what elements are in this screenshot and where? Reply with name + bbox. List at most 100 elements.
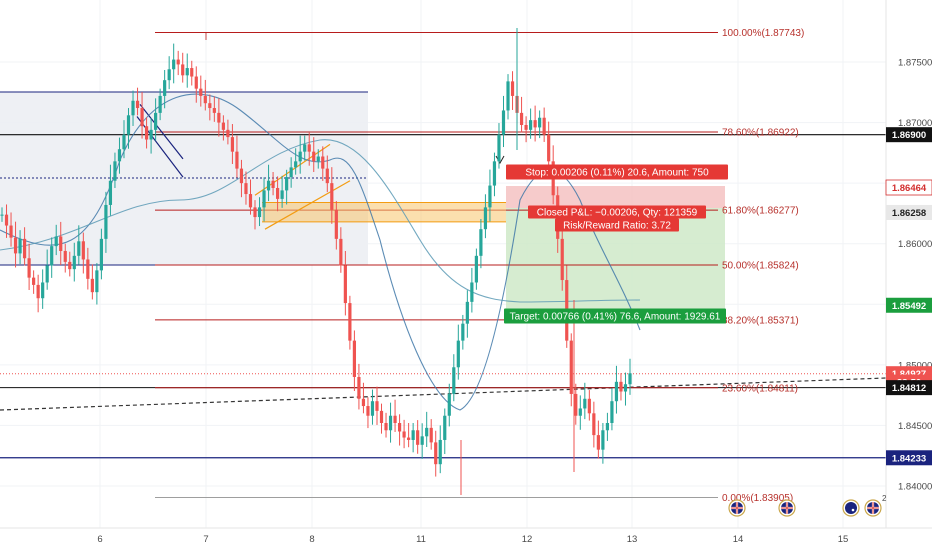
candle-body: [619, 381, 623, 392]
candle: [140, 92, 144, 139]
candle: [275, 176, 280, 212]
fib-level[interactable]: 0.00%(1.83905): [155, 493, 793, 504]
candle-body: [474, 255, 478, 283]
economic-events[interactable]: 2: [728, 494, 887, 517]
stop-label-bg: [506, 164, 728, 180]
price-tick-label: 1.85000: [898, 360, 932, 371]
flag-line-upper[interactable]: [139, 104, 184, 160]
candle: [352, 330, 357, 392]
fib-level[interactable]: 100.00%(1.87743): [155, 28, 804, 39]
candle-body: [208, 103, 212, 109]
candle: [610, 388, 614, 431]
position-labels[interactable]: Stop: 0.00206 (0.11%) 20.6, Amount: 750 C…: [504, 164, 728, 324]
candle: [113, 152, 117, 188]
candle: [443, 408, 447, 455]
flag-line-lower[interactable]: [136, 116, 184, 178]
price-tag: 1.84233: [886, 450, 932, 466]
candle-body: [330, 183, 334, 210]
candle: [538, 110, 542, 139]
dashed-trendline: [0, 377, 887, 411]
candle-body: [59, 236, 63, 251]
stop-zone[interactable]: [506, 186, 725, 208]
time-axis[interactable]: 6 7 8 11 12 13 14 15: [97, 534, 848, 545]
candle: [285, 169, 289, 205]
candle-body: [456, 340, 460, 368]
candle-body: [307, 144, 311, 152]
channel-line-lower[interactable]: [264, 180, 351, 230]
uk-flag-icon[interactable]: 2: [864, 494, 887, 517]
candle-body: [212, 108, 216, 113]
uk-flag-icon[interactable]: [728, 499, 746, 517]
orange-zone[interactable]: [262, 202, 506, 222]
candle: [230, 124, 235, 165]
candle-body: [506, 81, 510, 111]
price-tag-label: 1.86900: [892, 130, 926, 141]
fibonacci-retracement[interactable]: 100.00%(1.87743) 78.60%(1.86922) 61.80%(1.…: [155, 28, 804, 504]
candle-body: [239, 168, 244, 184]
candle: [533, 105, 537, 142]
australia-flag-icon[interactable]: [842, 499, 860, 517]
candle-body: [384, 423, 388, 431]
candle-body: [388, 415, 393, 431]
candle-body: [497, 134, 501, 162]
candle-body: [154, 112, 158, 130]
candle-body: [131, 100, 135, 116]
candle: [190, 60, 194, 86]
risk-reward-label-bg: [555, 218, 679, 232]
candle: [226, 119, 230, 145]
candle-body: [596, 435, 600, 450]
candle: [63, 243, 67, 273]
time-tick-label: 14: [733, 534, 744, 545]
fib-level-label: 38.20%(1.85371): [722, 315, 799, 326]
candle: [135, 87, 140, 116]
candle-body: [253, 207, 257, 218]
price-tag-label: 1.84233: [892, 453, 926, 464]
candle: [22, 227, 27, 266]
uk-flag-icon[interactable]: [778, 499, 796, 517]
candle-body: [316, 156, 320, 162]
candle-body: [438, 439, 442, 465]
fib-level[interactable]: 50.00%(1.85824): [155, 261, 799, 272]
candle: [99, 228, 103, 280]
fib-level[interactable]: 78.60%(1.86922): [155, 128, 799, 139]
candle-body: [397, 423, 402, 432]
target-label[interactable]: Target: 0.00766 (0.41%) 76.6, Amount: 19…: [504, 308, 726, 324]
price-tick-label: 1.86000: [898, 239, 932, 250]
candle: [483, 194, 488, 239]
candle-body: [569, 340, 573, 394]
candle-body: [370, 401, 375, 416]
candle: [393, 399, 397, 432]
candle: [529, 108, 533, 139]
candle-body: [375, 401, 379, 411]
candle-body: [172, 59, 176, 70]
candle-body: [501, 110, 506, 135]
candle-body: [289, 167, 293, 178]
risk-reward-label[interactable]: Risk/Reward Ratio: 3.72: [555, 218, 679, 232]
candle: [325, 155, 329, 193]
candle-body: [321, 156, 325, 169]
time-tick-label: 8: [309, 534, 314, 545]
candle: [501, 95, 506, 148]
price-tag-label: 1.86258: [892, 208, 926, 219]
price-axis[interactable]: 1.875001.870001.865001.860001.855001.850…: [898, 58, 932, 493]
stop-label[interactable]: Stop: 0.00206 (0.11%) 20.6, Amount: 750: [506, 164, 728, 180]
candle: [126, 108, 131, 149]
price-tag-bg: [886, 204, 932, 220]
candle: [456, 324, 460, 380]
candle-body: [4, 214, 9, 226]
candle: [312, 137, 316, 172]
candle: [104, 191, 108, 253]
candle: [334, 201, 338, 250]
candle-body: [303, 144, 307, 152]
candle: [181, 52, 185, 83]
candle: [244, 171, 248, 205]
time-tick-label: 12: [522, 534, 533, 545]
closed-pnl-label[interactable]: Closed P&L: −0.00206, Qty: 121359: [528, 205, 706, 219]
candle-body: [135, 100, 140, 109]
candle: [27, 243, 31, 290]
candle: [50, 237, 54, 278]
candle-body: [434, 442, 438, 465]
candle-body: [262, 190, 266, 208]
price-tag-label: 1.86464: [892, 183, 927, 194]
